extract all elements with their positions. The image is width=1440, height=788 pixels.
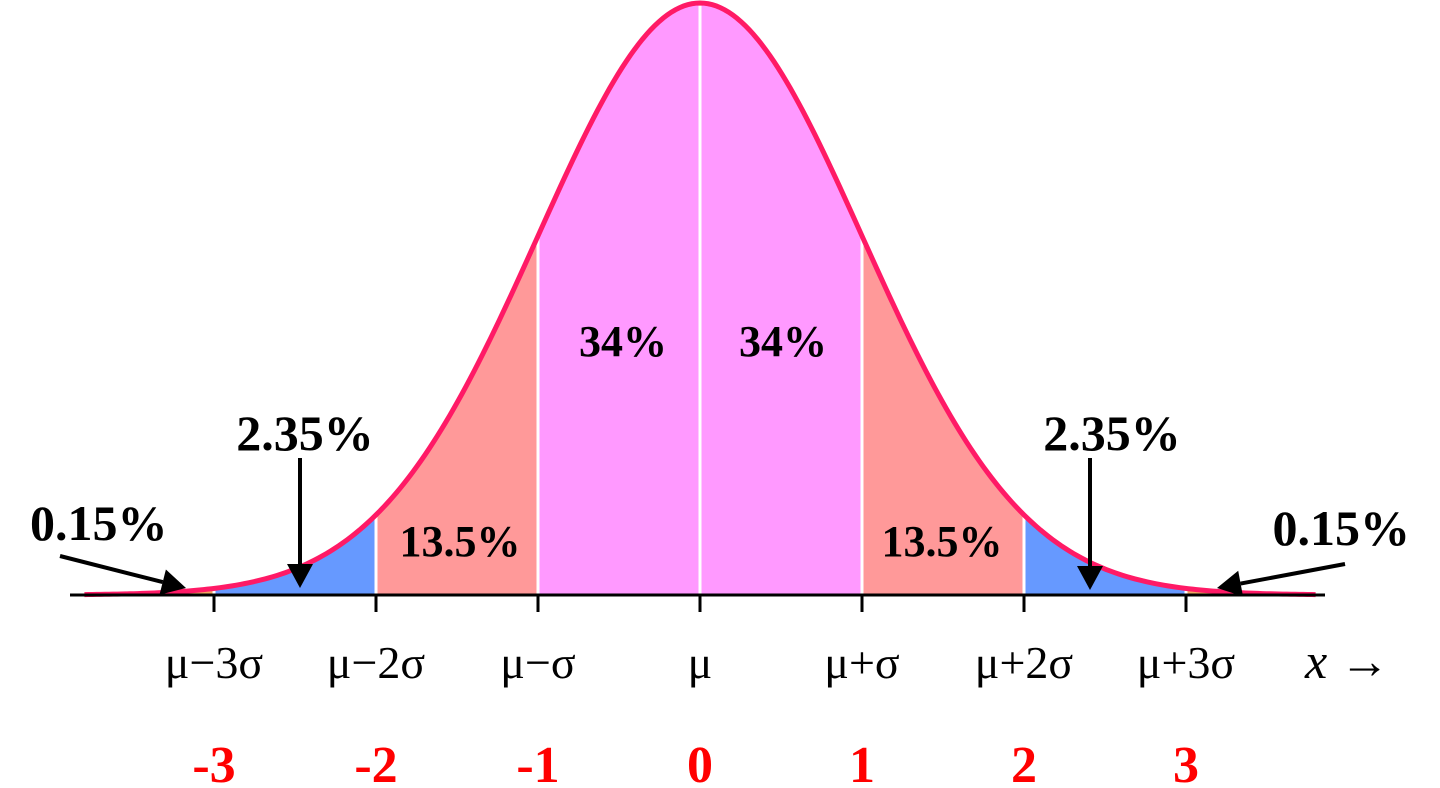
percent-label: 34% bbox=[739, 317, 827, 366]
x-tick-number-label: 3 bbox=[1173, 737, 1199, 788]
arrow-shaft bbox=[1240, 562, 1346, 586]
percent-label: 2.35% bbox=[236, 405, 374, 461]
region-3 bbox=[538, 3, 700, 595]
callout-arrows bbox=[59, 458, 1346, 597]
arrow-head bbox=[1077, 566, 1103, 590]
x-tick-number-label: 2 bbox=[1011, 737, 1037, 788]
region-1 bbox=[214, 514, 376, 595]
x-tick-number-label: -2 bbox=[354, 737, 397, 788]
percent-label: 13.5% bbox=[882, 517, 1003, 566]
region-6 bbox=[1024, 514, 1186, 595]
x-axis-ticks: μ−3σ -3 μ−2σ -2 μ−σ -1 μ 0 μ+σ 1 μ+2σ 2 μ+3σ 3 bbox=[165, 595, 1236, 788]
x-tick-symbol-label: μ−2σ bbox=[327, 637, 426, 688]
arrow-head bbox=[287, 564, 313, 588]
percent-labels: 0.15% 2.35% 13.5% 34% 34% 13.5% 2.35% 0.15% bbox=[30, 317, 1410, 566]
region-dividers bbox=[212, 3, 1188, 595]
percent-label: 2.35% bbox=[1043, 405, 1181, 461]
percent-label: 0.15% bbox=[1273, 500, 1411, 556]
x-tick-number-label: -1 bbox=[516, 737, 559, 788]
x-tick-number-label: 0 bbox=[687, 737, 713, 788]
x-tick-symbol-label: μ bbox=[688, 637, 713, 688]
region-4 bbox=[700, 3, 862, 595]
percent-label: 13.5% bbox=[400, 517, 521, 566]
x-axis-label: x → bbox=[1304, 633, 1390, 689]
arrow-head bbox=[159, 569, 186, 595]
percent-label: 0.15% bbox=[30, 495, 168, 551]
percent-label: 34% bbox=[579, 317, 667, 366]
x-tick-number-label: 1 bbox=[849, 737, 875, 788]
x-tick-symbol-label: μ+σ bbox=[824, 637, 900, 688]
x-tick-number-label: -3 bbox=[192, 737, 235, 788]
arrow-shaft bbox=[59, 554, 164, 585]
bell-curve bbox=[84, 0, 1316, 598]
x-tick-symbol-label: μ−σ bbox=[500, 637, 576, 688]
x-tick-symbol-label: μ+3σ bbox=[1137, 637, 1236, 688]
x-tick-symbol-label: μ+2σ bbox=[975, 637, 1074, 688]
arrow-head bbox=[1217, 570, 1243, 597]
x-tick-symbol-label: μ−3σ bbox=[165, 637, 264, 688]
